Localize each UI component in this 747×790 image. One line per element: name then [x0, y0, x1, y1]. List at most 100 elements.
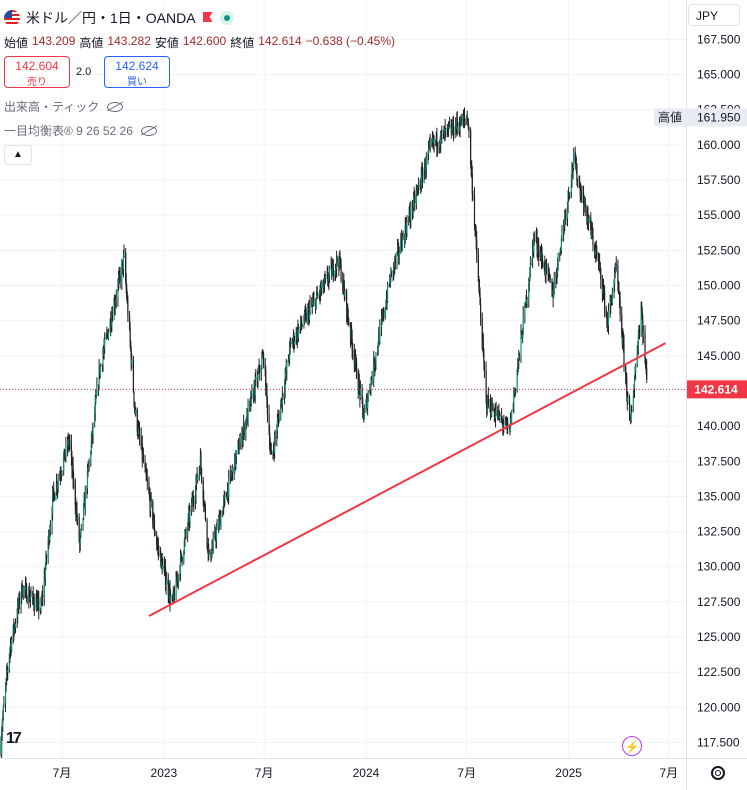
candle-body: [390, 271, 392, 283]
candle-body: [493, 411, 496, 418]
candle-body: [401, 235, 404, 250]
candle-body: [73, 480, 75, 482]
volume-indicator[interactable]: 出来高・ティック: [4, 98, 124, 115]
candles: [0, 107, 648, 760]
candle-body: [86, 488, 88, 492]
eye-off-icon[interactable]: [140, 125, 157, 136]
candle-body: [28, 591, 30, 601]
candle-body: [110, 324, 112, 328]
candle-body: [645, 365, 647, 369]
currency-button[interactable]: JPY: [688, 4, 740, 26]
sell-button[interactable]: 142.604 売り: [4, 56, 70, 88]
settings-icon[interactable]: [711, 766, 725, 780]
candle-body: [167, 579, 169, 596]
candle-body: [172, 590, 174, 599]
candle-body: [250, 393, 252, 406]
candle-body: [340, 264, 342, 281]
candle-body: [135, 409, 137, 414]
candle-body: [136, 409, 138, 432]
candle-body: [437, 147, 439, 149]
candle-body: [113, 301, 115, 321]
candle-body: [4, 686, 7, 704]
candle-body: [175, 576, 177, 599]
candle-body: [390, 270, 393, 272]
collapse-legend-button[interactable]: ▲: [4, 145, 32, 165]
candle-body: [359, 388, 362, 398]
tradingview-logo[interactable]: 17: [6, 730, 22, 747]
candle-body: [152, 501, 154, 525]
candle-body: [573, 152, 575, 169]
ichimoku-indicator[interactable]: 一目均衡表® 9 26 52 26: [4, 122, 157, 139]
candle-body: [551, 278, 553, 295]
candle-body: [181, 553, 183, 558]
support-trendline[interactable]: [148, 342, 666, 617]
candle-body: [41, 594, 43, 602]
candle-body: [222, 506, 224, 516]
lightning-icon[interactable]: ⚡: [622, 736, 642, 756]
candle-body: [362, 399, 364, 409]
candle-body: [514, 388, 517, 390]
candle-body: [416, 188, 419, 191]
candle-body: [472, 193, 474, 197]
market-status-icon[interactable]: [219, 11, 234, 25]
candle-body: [538, 246, 540, 258]
candle-body: [2, 716, 4, 727]
candle-body: [98, 368, 100, 387]
candle-body: [617, 265, 619, 284]
candle-body: [445, 129, 447, 132]
candle-body: [53, 492, 55, 501]
candle-body: [276, 430, 278, 438]
candle-body: [6, 671, 8, 680]
candle-body: [215, 530, 218, 541]
eye-off-icon[interactable]: [107, 101, 124, 112]
candle-body: [224, 495, 226, 498]
candle-body: [184, 536, 186, 541]
candle-body: [516, 371, 518, 390]
symbol-title[interactable]: 米ドル／円・1日・OANDA: [26, 10, 196, 26]
candle-body: [501, 419, 503, 422]
candle-body: [482, 341, 484, 353]
candle-body: [464, 118, 466, 120]
candle-body: [300, 319, 302, 326]
candle-body: [637, 349, 639, 353]
candle-body: [623, 344, 625, 365]
candle-body: [571, 167, 573, 180]
candle-body: [513, 392, 515, 396]
candle-body: [133, 402, 136, 407]
candle-body: [245, 420, 247, 436]
candle-body: [454, 133, 456, 136]
candle-body: [150, 497, 152, 502]
candle-body: [49, 532, 51, 541]
y-tick-label: 150.000: [697, 278, 741, 292]
candle-body: [17, 603, 19, 618]
candle-body: [78, 517, 80, 542]
candle-body: [497, 412, 499, 419]
candle-body: [130, 341, 132, 350]
candle-body: [141, 443, 143, 459]
candle-body: [303, 321, 305, 326]
candle-body: [270, 450, 272, 455]
candle-body: [49, 526, 51, 533]
candle-body: [460, 116, 462, 126]
candle-body: [503, 424, 505, 426]
buy-button[interactable]: 142.624 買い: [104, 56, 170, 88]
candle-body: [287, 359, 290, 362]
candle-body: [243, 424, 245, 436]
candle-body: [506, 420, 508, 425]
candle-body: [281, 393, 283, 405]
candle-body: [278, 417, 280, 421]
candle-body: [259, 365, 261, 373]
candle-body: [605, 309, 607, 316]
candle-body: [133, 391, 135, 403]
candle-body: [393, 264, 395, 274]
flag-marker-icon[interactable]: [202, 12, 214, 24]
candle-body: [564, 215, 566, 226]
candle-body: [642, 331, 644, 336]
candle-body: [412, 207, 414, 212]
x-tick-label: 7月: [53, 766, 72, 780]
trendline-layer[interactable]: [148, 342, 666, 617]
candle-body: [70, 442, 73, 456]
candle-body: [239, 443, 241, 450]
candle-body: [183, 552, 185, 562]
